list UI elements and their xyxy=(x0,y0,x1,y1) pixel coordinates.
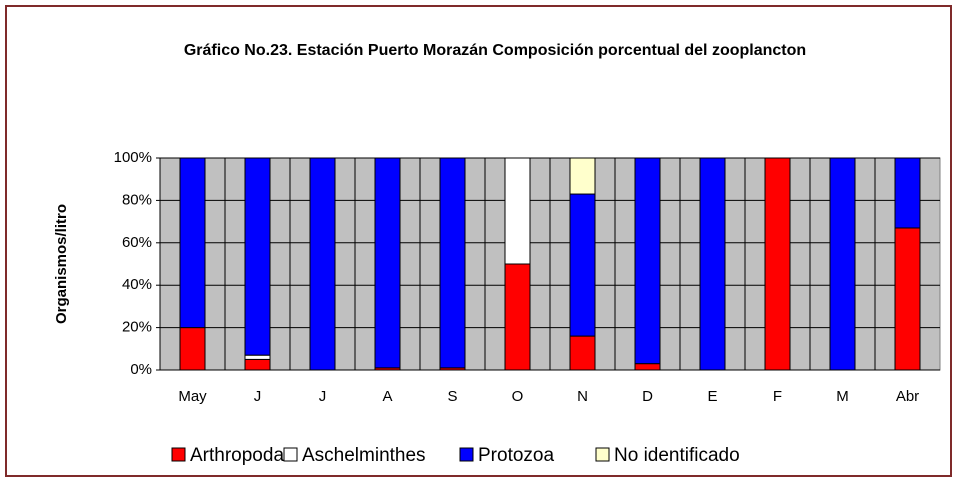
x-tick-label: D xyxy=(642,388,653,405)
x-tick-label: J xyxy=(254,388,262,405)
bar-segment xyxy=(244,358,271,371)
legend-label: Arthropoda xyxy=(190,445,284,466)
bar-segment xyxy=(309,157,336,371)
bar-segment xyxy=(894,157,921,229)
bar-segment xyxy=(504,263,531,371)
x-tick-label: A xyxy=(382,388,392,405)
bar-segment xyxy=(569,335,596,371)
bar-segment xyxy=(504,157,531,265)
x-tick-label: N xyxy=(577,388,588,405)
legend-swatch xyxy=(459,447,474,462)
bar-segment xyxy=(894,227,921,371)
x-tick-label: F xyxy=(773,388,782,405)
y-tick-label: 60% xyxy=(122,234,152,251)
bar-segment xyxy=(244,157,271,356)
bar-segment xyxy=(374,157,401,369)
x-tick-label: May xyxy=(178,388,207,405)
bar-segment xyxy=(179,157,206,329)
x-tick-label: E xyxy=(707,388,717,405)
bar-segment xyxy=(829,157,856,371)
legend-label: Aschelminthes xyxy=(302,445,426,466)
bar-segment xyxy=(634,157,661,365)
bar-segment xyxy=(569,157,596,195)
y-axis-label: Organismos/litro xyxy=(53,204,70,324)
bar-segment xyxy=(634,363,661,371)
y-tick-label: 40% xyxy=(122,276,152,293)
legend-swatch xyxy=(283,447,298,462)
y-tick-label: 100% xyxy=(114,149,152,166)
x-tick-label: Abr xyxy=(896,388,919,405)
chart-frame xyxy=(5,5,952,477)
bar-segment xyxy=(569,193,596,337)
bar-segment xyxy=(699,157,726,371)
chart-title: Gráfico No.23. Estación Puerto Morazán C… xyxy=(183,42,807,59)
y-tick-label: 80% xyxy=(122,191,152,208)
legend-label: Protozoa xyxy=(478,445,554,466)
legend-swatch xyxy=(595,447,610,462)
legend-label: No identificado xyxy=(614,445,740,466)
x-tick-label: J xyxy=(319,388,327,405)
x-tick-label: M xyxy=(836,388,849,405)
y-tick-label: 0% xyxy=(130,361,152,378)
bar-segment xyxy=(439,157,466,369)
x-tick-label: S xyxy=(447,388,457,405)
x-tick-label: O xyxy=(512,388,524,405)
bar-segment xyxy=(179,327,206,371)
legend-swatch xyxy=(171,447,186,462)
y-tick-label: 20% xyxy=(122,319,152,336)
bar-segment xyxy=(764,157,791,371)
bar-segment xyxy=(244,354,271,360)
